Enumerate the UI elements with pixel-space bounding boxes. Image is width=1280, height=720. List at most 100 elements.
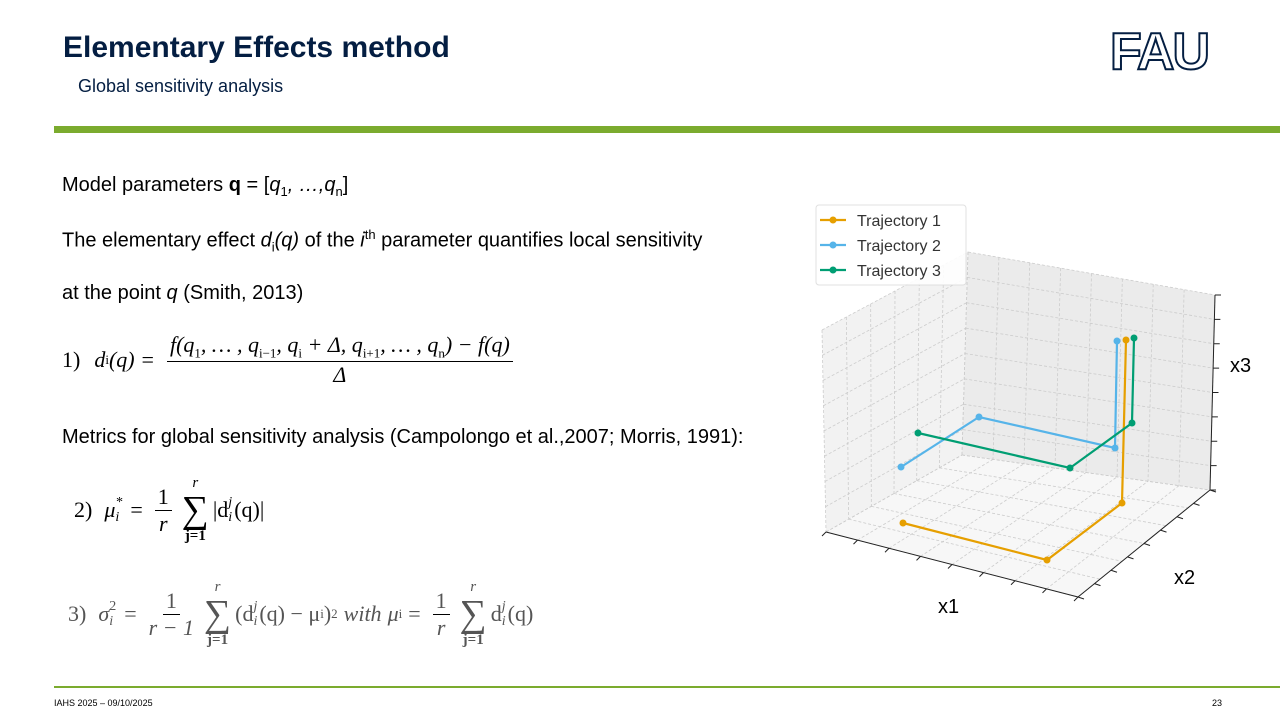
text: (q) − μ xyxy=(259,601,321,626)
text: 2 xyxy=(331,606,338,621)
tick xyxy=(1209,489,1217,493)
axis-label: x2 xyxy=(1174,567,1195,589)
text: σ xyxy=(98,601,110,626)
trajectory-plot: Trajectory 1 Trajectory 2 Trajectory 3 x1 x2… xyxy=(815,204,1251,618)
grid-line xyxy=(825,454,963,533)
trajectory-point xyxy=(914,429,922,437)
grid-line xyxy=(938,264,945,468)
trajectory-point xyxy=(897,463,905,471)
text: i xyxy=(360,229,365,252)
grid-line xyxy=(961,251,969,456)
text: i xyxy=(253,614,258,629)
text: = xyxy=(124,601,137,626)
text: i xyxy=(228,510,233,525)
trajectory-point xyxy=(1043,556,1051,564)
grid-line xyxy=(1147,284,1154,482)
text: r − 1 xyxy=(148,614,195,640)
grid-line xyxy=(821,329,827,533)
legend-label: Trajectory 2 xyxy=(857,238,941,255)
trajectory-point xyxy=(1128,419,1136,427)
text: i+1 xyxy=(362,345,381,361)
text: 2 xyxy=(109,598,117,614)
footer-text: IAHS 2025 – 09/10/2025 xyxy=(54,698,153,708)
grid-line xyxy=(857,459,994,541)
text: of the xyxy=(299,229,361,252)
text: i−1 xyxy=(258,345,277,361)
text-line: The elementary effect di(q) of the ith p… xyxy=(62,227,702,255)
legend-label: Trajectory 1 xyxy=(857,213,941,230)
grid-line xyxy=(916,480,1167,527)
title: Elementary Effects method xyxy=(63,31,450,64)
text: μ xyxy=(387,601,399,626)
text: q xyxy=(228,174,241,196)
grid-line xyxy=(870,303,872,507)
text: μ xyxy=(104,497,116,522)
grid-line xyxy=(888,463,1025,549)
grid-line xyxy=(920,467,1056,557)
logo: FAU xyxy=(1109,22,1211,82)
legend-swatch xyxy=(829,216,837,224)
trajectory-point xyxy=(1122,336,1130,344)
grid-line xyxy=(893,290,896,494)
text: j xyxy=(501,598,506,614)
tick xyxy=(1073,596,1079,602)
grid-line xyxy=(962,429,1211,467)
grid-line xyxy=(964,353,1213,393)
grid-line xyxy=(965,327,1214,369)
footer-rule xyxy=(54,686,1280,688)
text: ∑ xyxy=(459,593,487,635)
text: 1) xyxy=(62,347,81,373)
text: j=1 xyxy=(207,632,229,648)
subtitle: Global sensitivity analysis xyxy=(78,76,284,96)
legend-swatch xyxy=(829,241,837,249)
text: j=1 xyxy=(462,632,484,648)
text: The elementary effect xyxy=(62,229,261,252)
tick xyxy=(979,572,984,577)
tick xyxy=(1193,502,1200,506)
trajectory-point xyxy=(1118,499,1126,507)
text: parameter quantifies local sensitivity xyxy=(375,229,703,252)
text: |d xyxy=(212,497,229,522)
text: , … , q xyxy=(200,332,259,357)
text: 1 xyxy=(280,184,288,199)
grid-line xyxy=(1116,278,1123,477)
grid-line xyxy=(951,472,1087,565)
legend-box xyxy=(815,204,967,286)
text-line: Model parameters q = [q1, …,qn] xyxy=(62,174,348,199)
text: * xyxy=(115,494,123,510)
page-number: 23 xyxy=(1212,698,1223,708)
text: ) xyxy=(323,601,332,626)
text: 1 xyxy=(432,588,450,615)
trajectory-point xyxy=(975,413,983,421)
text: r xyxy=(470,579,477,595)
legend-swatch xyxy=(829,266,837,274)
text: (q) = xyxy=(108,347,155,373)
formula: 1) d i (q) = f(q1, … , qi−1, qi + Δ, qi+1, … xyxy=(62,332,519,388)
text: + Δ, q xyxy=(302,332,363,357)
text: Model parameters xyxy=(62,174,229,196)
text: 1 xyxy=(162,588,180,615)
grid-line xyxy=(848,518,1101,580)
tick xyxy=(1160,529,1167,533)
text: q xyxy=(269,174,281,196)
tick xyxy=(821,531,827,537)
text: j xyxy=(228,494,233,510)
text: i xyxy=(501,614,506,629)
text: r xyxy=(436,614,446,640)
grid-line xyxy=(1046,485,1180,590)
text: with xyxy=(343,601,382,626)
text: Metrics for global sensitivity analysis … xyxy=(62,426,744,448)
text: i xyxy=(109,614,114,629)
grid-line xyxy=(871,505,1123,562)
text-line: at the point q (Smith, 2013) xyxy=(62,282,303,305)
tick xyxy=(1110,569,1118,573)
text: j=1 xyxy=(184,528,206,544)
text: , q xyxy=(276,332,299,357)
text: ∑ xyxy=(181,489,209,531)
text: r xyxy=(192,475,199,491)
trajectory-point xyxy=(1066,464,1074,472)
grid-line xyxy=(966,302,1214,345)
